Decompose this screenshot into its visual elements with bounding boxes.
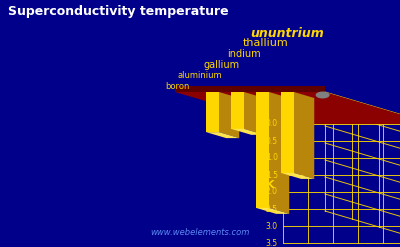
Text: 1.0: 1.0 [266, 153, 278, 163]
Polygon shape [281, 92, 294, 173]
Text: gallium: gallium [204, 60, 240, 70]
Polygon shape [244, 92, 264, 135]
Polygon shape [256, 208, 289, 214]
Text: ununtrium: ununtrium [251, 27, 324, 40]
Text: 3.5: 3.5 [266, 239, 278, 247]
Text: www.webelements.com: www.webelements.com [150, 228, 250, 237]
Text: 0.0: 0.0 [266, 120, 278, 128]
Text: 1.5: 1.5 [266, 170, 278, 180]
Text: K: K [266, 180, 274, 190]
Polygon shape [175, 86, 325, 92]
Polygon shape [256, 92, 269, 208]
Polygon shape [231, 92, 244, 129]
Text: boron: boron [165, 82, 190, 91]
Polygon shape [269, 92, 289, 214]
Polygon shape [219, 92, 239, 138]
Polygon shape [206, 132, 239, 138]
Polygon shape [206, 92, 219, 132]
Text: Superconductivity temperature: Superconductivity temperature [8, 5, 229, 18]
Text: 0.5: 0.5 [266, 137, 278, 145]
Text: 2.5: 2.5 [266, 205, 278, 213]
Text: 2.0: 2.0 [266, 187, 278, 197]
Text: thallium: thallium [243, 38, 288, 48]
Polygon shape [281, 173, 314, 179]
Text: aluminium: aluminium [177, 71, 222, 80]
Polygon shape [231, 129, 264, 135]
Polygon shape [175, 92, 400, 124]
Polygon shape [294, 92, 314, 179]
Ellipse shape [316, 91, 330, 99]
Text: 3.0: 3.0 [266, 222, 278, 230]
Text: indium: indium [227, 49, 260, 59]
